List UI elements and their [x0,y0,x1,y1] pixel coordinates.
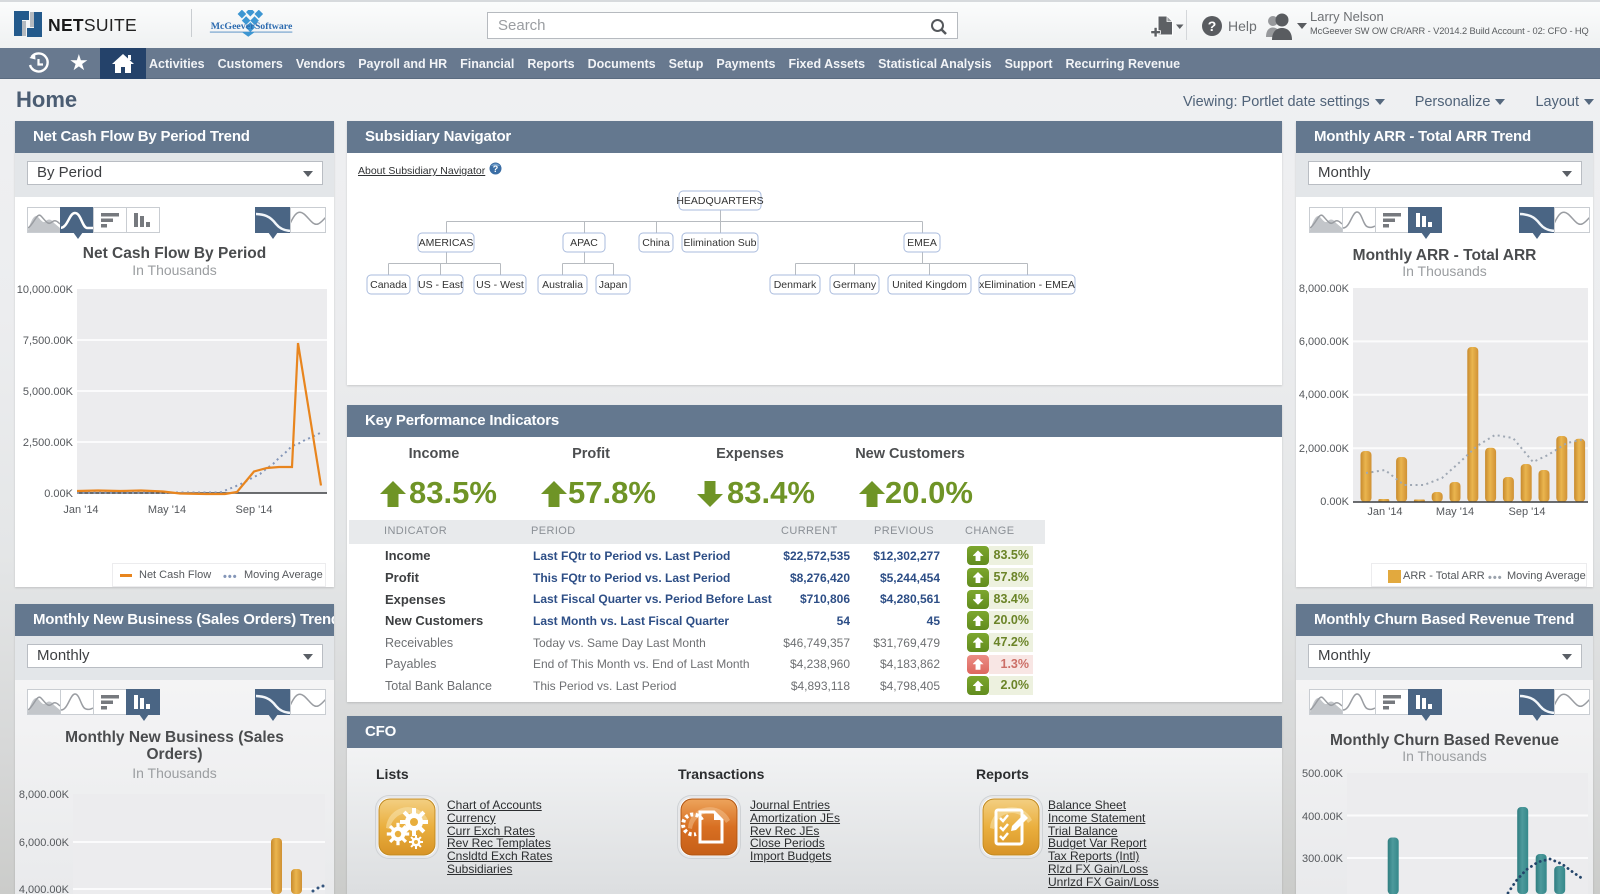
svg-text:0.00K: 0.00K [1320,496,1349,508]
svg-text:xElimination - EMEA: xElimination - EMEA [979,279,1075,291]
svg-text:AMERICAS: AMERICAS [419,237,474,249]
svg-text:?: ? [493,164,499,174]
svg-text:Canada: Canada [370,279,407,291]
svg-text:May '14: May '14 [1436,506,1474,518]
svg-text:7,500.00K: 7,500.00K [23,335,74,347]
svg-text:?: ? [1208,18,1217,34]
svg-text:Software: Software [255,21,293,32]
svg-text:Denmark: Denmark [774,279,817,291]
svg-text:Jan '14: Jan '14 [1367,506,1402,518]
svg-text:500.00K: 500.00K [1302,768,1344,780]
svg-text:US - East: US - East [418,279,463,291]
svg-text:300.00K: 300.00K [1302,853,1344,865]
svg-text:4,000.00K: 4,000.00K [1299,389,1350,401]
svg-text:400.00K: 400.00K [1302,811,1344,823]
svg-text:2,500.00K: 2,500.00K [23,437,74,449]
svg-text:Germany: Germany [833,279,877,291]
svg-text:Elimination Sub: Elimination Sub [684,237,757,249]
svg-text:2,000.00K: 2,000.00K [1299,443,1350,455]
svg-text:4,000.00K: 4,000.00K [19,884,70,894]
svg-text:United Kingdom: United Kingdom [892,279,967,291]
svg-text:Sep '14: Sep '14 [1509,506,1546,518]
svg-text:6,000.00K: 6,000.00K [1299,336,1350,348]
svg-text:Jan '14: Jan '14 [63,504,98,516]
svg-text:EMEA: EMEA [907,237,937,249]
svg-text:Sep '14: Sep '14 [236,504,273,516]
svg-text:8,000.00K: 8,000.00K [1299,283,1350,295]
svg-text:APAC: APAC [570,237,598,249]
svg-text:10,000.00K: 10,000.00K [17,284,74,296]
svg-text:Australia: Australia [542,279,583,291]
svg-text:McGeever: McGeever [211,21,255,32]
svg-text:HEADQUARTERS: HEADQUARTERS [676,195,763,207]
svg-text:0.00K: 0.00K [44,488,73,500]
svg-text:6,000.00K: 6,000.00K [19,837,70,849]
svg-text:US - West: US - West [476,279,524,291]
svg-text:Japan: Japan [599,279,628,291]
svg-text:May '14: May '14 [148,504,186,516]
svg-text:5,000.00K: 5,000.00K [23,386,74,398]
svg-text:8,000.00K: 8,000.00K [19,789,70,801]
svg-text:China: China [642,237,670,249]
